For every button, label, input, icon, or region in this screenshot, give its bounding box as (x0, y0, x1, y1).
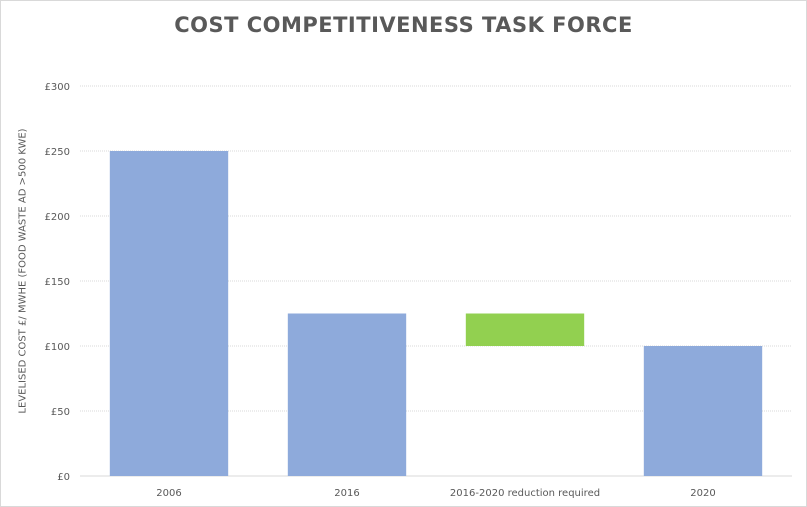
x-tick-label: 2020 (690, 488, 715, 499)
y-tick-label: £250 (45, 147, 70, 158)
x-tick-label: 2016 (334, 488, 359, 499)
bar (643, 346, 763, 476)
x-tick-label: 2006 (156, 488, 181, 499)
x-tick-label: 2016-2020 reduction required (450, 488, 600, 499)
y-tick-label: £300 (45, 82, 70, 93)
chart-title: COST COMPETITIVENESS TASK FORCE (174, 13, 633, 37)
bar (109, 151, 229, 476)
y-tick-label: £50 (51, 407, 70, 418)
y-tick-label: £200 (45, 212, 70, 223)
y-tick-label: £0 (57, 472, 70, 483)
y-tick-label: £100 (45, 342, 70, 353)
bar (465, 313, 585, 346)
y-tick-label: £150 (45, 277, 70, 288)
bar (287, 313, 407, 476)
